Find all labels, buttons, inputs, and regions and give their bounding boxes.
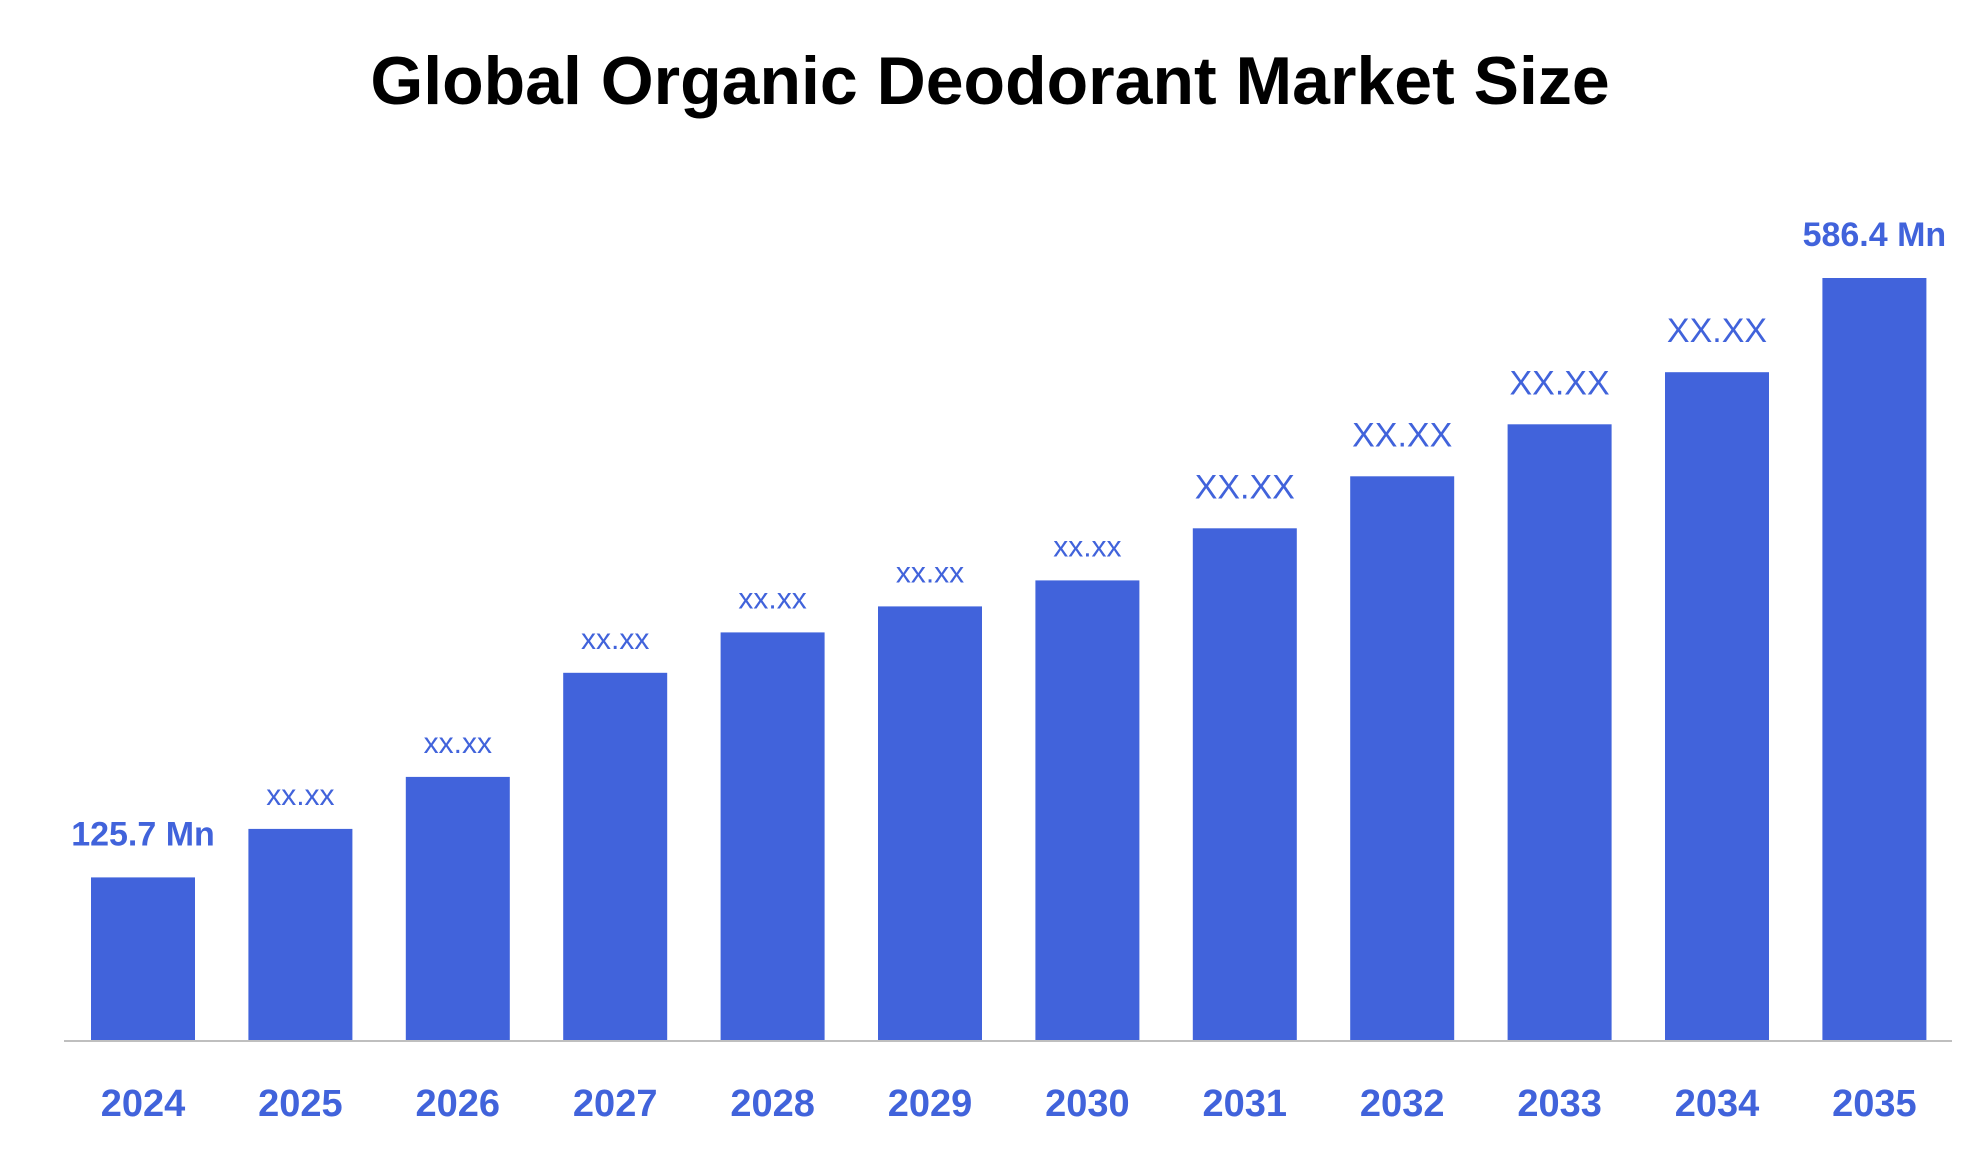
bar-2032 [1350,476,1455,1041]
data-label-2032: XX.XX [1352,416,1452,454]
data-label-2026: xx.xx [424,727,492,760]
x-tick-2032: 2032 [1360,1083,1445,1125]
bar-2031 [1192,528,1297,1041]
bar-2024 [91,877,195,1041]
x-tick-2024: 2024 [101,1083,186,1125]
bar-2026 [405,776,510,1041]
x-tick-2025: 2025 [258,1083,343,1125]
bar-2029 [878,606,982,1041]
x-tick-labels-group: 2024 2025 2026 2027 2028 2029 2030 2031 2032 2033… [101,1083,1917,1125]
data-label-2034: XX.XX [1667,312,1767,350]
data-labels-group: 125.7 Mn xx.xx xx.xx xx.xx xx.xx xx.xx xx.xx XX… [71,216,1946,853]
bar-2027 [563,672,668,1041]
bars-group [91,278,1927,1041]
bar-2028 [720,632,825,1041]
x-tick-2035: 2035 [1832,1083,1917,1125]
data-label-2027: xx.xx [581,623,649,656]
x-tick-2033: 2033 [1517,1083,1602,1125]
data-label-2025: xx.xx [266,779,334,812]
data-label-2031: XX.XX [1195,468,1295,506]
data-label-2029: xx.xx [896,556,964,589]
x-tick-2026: 2026 [416,1083,501,1125]
bar-2030 [1035,580,1140,1041]
x-tick-2031: 2031 [1203,1083,1288,1125]
bar-2033 [1507,424,1612,1041]
data-label-2030: xx.xx [1053,530,1121,563]
x-tick-2028: 2028 [730,1083,815,1125]
chart-title: Global Organic Deodorant Market Size [370,43,1610,119]
x-tick-2027: 2027 [573,1083,658,1125]
bar-2034 [1665,372,1769,1041]
x-tick-2029: 2029 [888,1083,973,1125]
bar-2025 [248,828,353,1041]
bar-2035 [1822,278,1927,1041]
x-tick-2030: 2030 [1045,1083,1130,1125]
x-tick-2034: 2034 [1675,1083,1760,1125]
data-label-2028: xx.xx [738,582,806,615]
data-label-2033: XX.XX [1510,364,1610,402]
data-label-2024: 125.7 Mn [71,815,215,853]
data-label-2035: 586.4 Mn [1803,216,1947,254]
